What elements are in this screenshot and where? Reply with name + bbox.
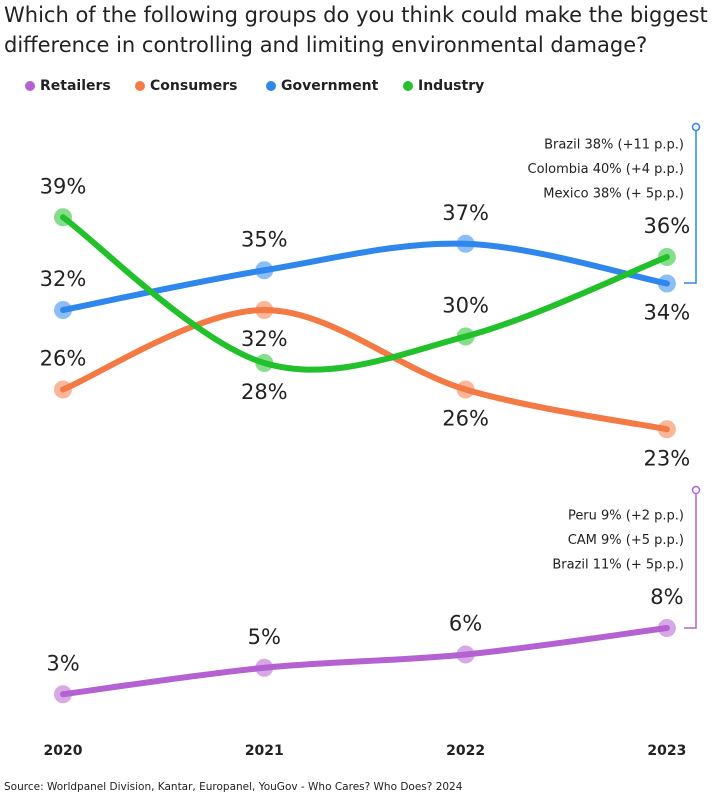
legend-label: Retailers xyxy=(40,78,111,94)
point-marker xyxy=(456,645,475,664)
legend-marker xyxy=(135,81,145,91)
value-label: 39% xyxy=(40,174,87,198)
point-marker xyxy=(54,301,72,319)
point-marker xyxy=(657,274,676,293)
value-label: 8% xyxy=(650,585,683,609)
legend-label: Industry xyxy=(418,78,484,94)
value-label: 35% xyxy=(241,227,288,251)
annotation-text: Peru 9% (+2 p.p.) xyxy=(568,509,684,524)
series-line xyxy=(60,306,670,433)
x-tick-label: 2023 xyxy=(647,743,686,759)
annotation-bracket xyxy=(684,122,701,284)
value-label: 28% xyxy=(241,380,288,404)
annotation-text: Brazil 11% (+ 5p.p.) xyxy=(552,558,684,573)
series-line xyxy=(60,214,670,373)
series-line xyxy=(60,240,670,313)
legend-marker xyxy=(25,81,35,91)
chart-title: Which of the following groups do you thi… xyxy=(4,3,708,57)
legend-marker xyxy=(266,81,276,91)
point-marker xyxy=(255,301,274,319)
annotation-text: CAM 9% (+5 p.p.) xyxy=(568,533,684,548)
value-label: 32% xyxy=(241,327,288,351)
value-label: 23% xyxy=(644,446,691,470)
value-label: 36% xyxy=(644,214,691,238)
value-label: 26% xyxy=(40,347,87,371)
legend-label: Government xyxy=(281,78,379,94)
x-tick-label: 2022 xyxy=(446,743,485,759)
series-line xyxy=(60,625,670,698)
annotation-text: Mexico 38% (+ 5p.p.) xyxy=(543,187,684,202)
point-marker xyxy=(657,420,676,439)
point-marker xyxy=(255,261,274,280)
value-label: 32% xyxy=(40,267,87,291)
value-label: 5% xyxy=(248,625,281,649)
point-marker xyxy=(456,234,475,253)
point-marker xyxy=(456,327,475,346)
point-marker xyxy=(456,380,475,399)
annotation-bracket xyxy=(684,485,701,629)
legend-label: Consumers xyxy=(150,78,237,94)
point-marker xyxy=(54,380,72,399)
source: Source: Worldpanel Division, Kantar, Eur… xyxy=(4,781,463,793)
x-tick-label: 2020 xyxy=(44,743,83,759)
annotation-text: Brazil 38% (+11 p.p.) xyxy=(544,138,684,153)
point-marker xyxy=(657,619,676,637)
value-label: 6% xyxy=(449,612,482,636)
value-label: 26% xyxy=(442,407,489,431)
x-tick-label: 2021 xyxy=(245,743,284,759)
point-marker xyxy=(255,354,274,372)
legend-marker xyxy=(403,81,413,91)
point-marker xyxy=(657,248,676,266)
point-marker xyxy=(54,208,72,227)
value-label: 3% xyxy=(46,651,79,675)
value-label: 34% xyxy=(644,301,691,325)
value-label: 37% xyxy=(442,201,489,225)
point-marker xyxy=(54,685,72,704)
point-marker xyxy=(255,658,274,677)
annotation-text: Colombia 40% (+4 p.p.) xyxy=(528,162,684,177)
value-label: 30% xyxy=(442,294,489,318)
